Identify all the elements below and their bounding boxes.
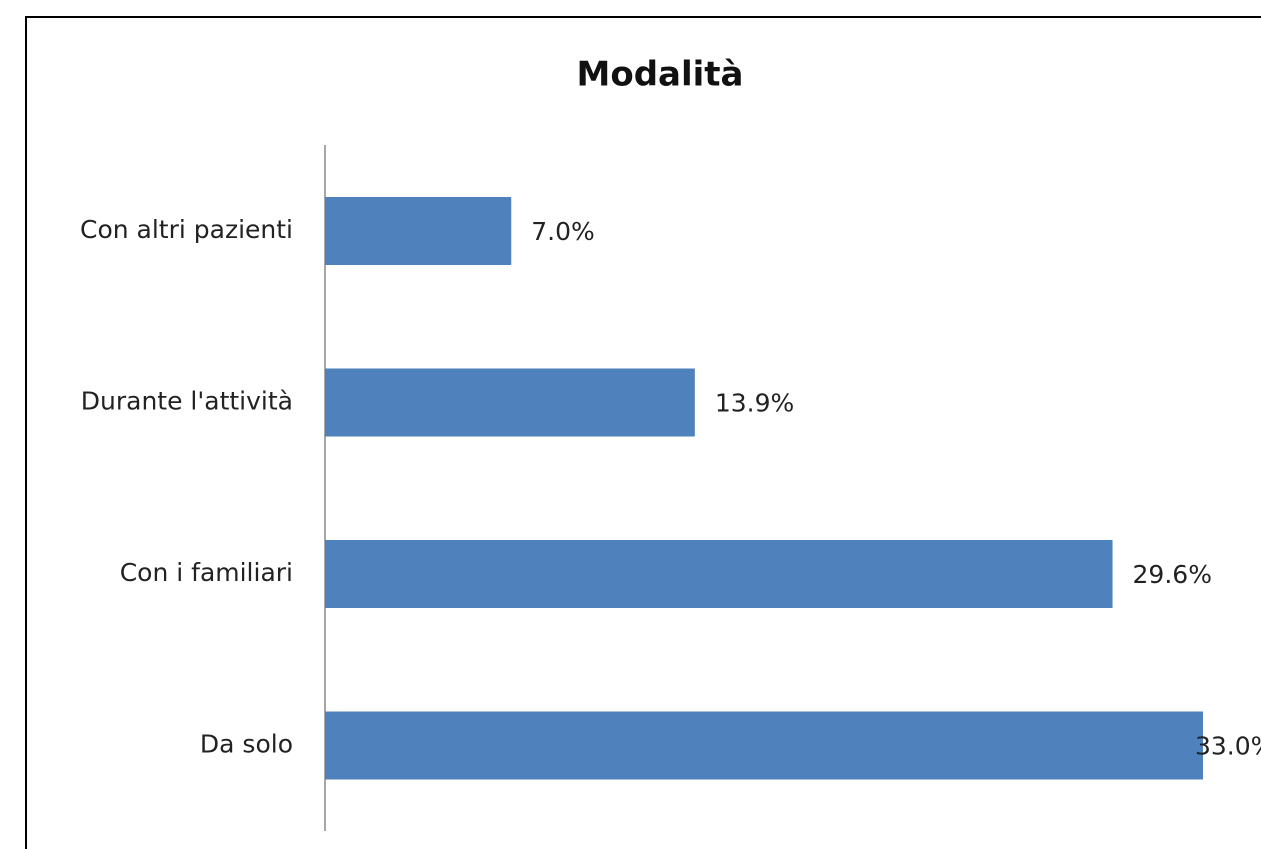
value-label: 13.9% (715, 389, 794, 418)
bar (325, 540, 1113, 608)
value-label: 29.6% (1133, 560, 1212, 589)
category-label: Con altri pazienti (80, 215, 293, 244)
bar (325, 197, 512, 265)
value-label: 33.0% (1195, 732, 1261, 761)
category-label: Con i familiari (120, 558, 293, 587)
value-label: 7.0% (531, 217, 595, 246)
category-label: Durante l'attività (81, 387, 293, 416)
category-label: Da solo (200, 730, 293, 759)
bar (325, 711, 1203, 780)
chart-frame (25, 16, 1261, 849)
chart-title: Modalità (577, 55, 744, 95)
bar (325, 368, 695, 437)
